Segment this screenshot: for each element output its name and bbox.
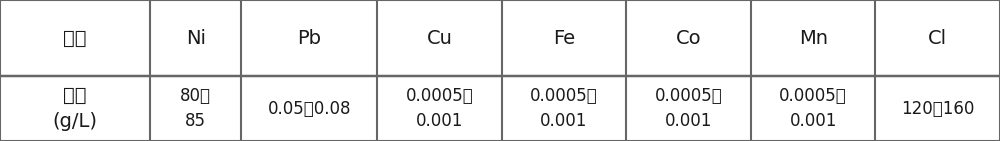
Text: 0.05～0.08: 0.05～0.08	[267, 100, 351, 118]
Text: 0.0005～
0.001: 0.0005～ 0.001	[779, 87, 847, 130]
Text: Cl: Cl	[928, 29, 947, 48]
Text: Pb: Pb	[297, 29, 321, 48]
Text: Mn: Mn	[799, 29, 828, 48]
Text: Cu: Cu	[426, 29, 452, 48]
Text: 含量
(g/L): 含量 (g/L)	[53, 86, 98, 131]
Text: 元素: 元素	[63, 29, 87, 48]
Text: 0.0005～
0.001: 0.0005～ 0.001	[530, 87, 598, 130]
Text: Co: Co	[676, 29, 701, 48]
Text: 0.0005～
0.001: 0.0005～ 0.001	[655, 87, 722, 130]
Text: 80～
85: 80～ 85	[180, 87, 211, 130]
Text: Fe: Fe	[553, 29, 575, 48]
Text: 0.0005～
0.001: 0.0005～ 0.001	[406, 87, 473, 130]
Text: 120～160: 120～160	[901, 100, 974, 118]
Text: Ni: Ni	[186, 29, 206, 48]
